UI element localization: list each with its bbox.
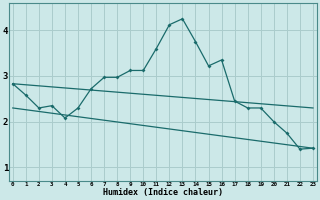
X-axis label: Humidex (Indice chaleur): Humidex (Indice chaleur): [103, 188, 223, 197]
